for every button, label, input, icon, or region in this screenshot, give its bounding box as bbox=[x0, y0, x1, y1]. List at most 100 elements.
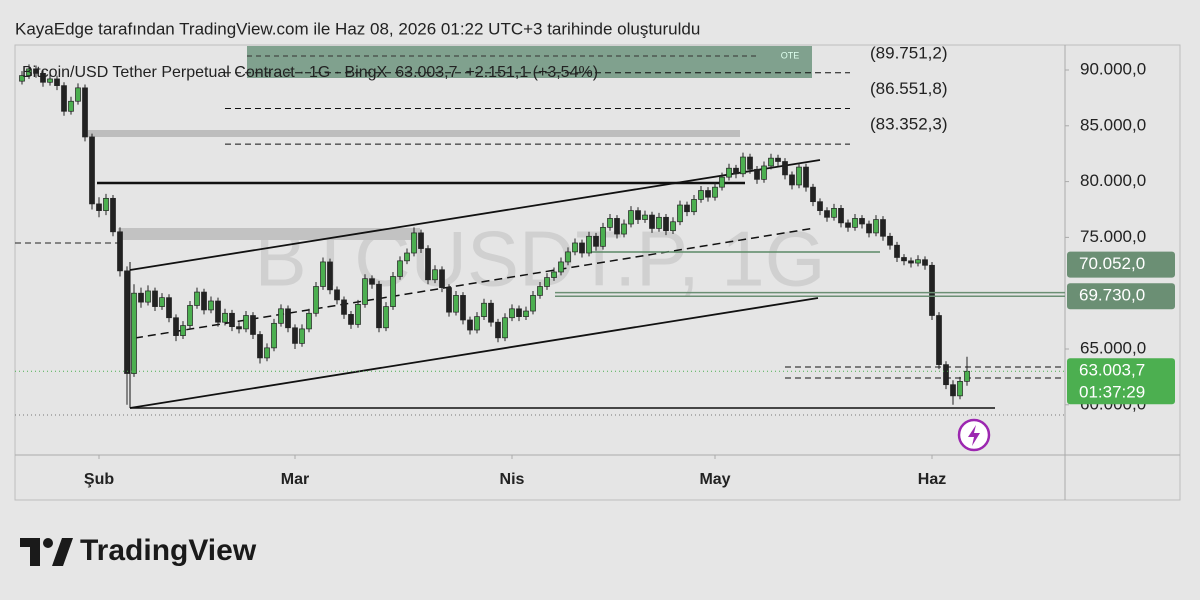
candle-body bbox=[670, 221, 676, 232]
channel-lower bbox=[129, 297, 819, 409]
candle-body bbox=[19, 75, 25, 82]
candle-body bbox=[642, 214, 648, 220]
candle-body bbox=[628, 210, 634, 225]
candle-body bbox=[89, 136, 95, 205]
candle-body bbox=[866, 223, 872, 234]
candles bbox=[15, 64, 1065, 405]
candle-body bbox=[117, 231, 123, 272]
candle-body bbox=[537, 286, 543, 296]
candle-body bbox=[894, 244, 900, 258]
candle-body bbox=[243, 315, 249, 330]
candle-body bbox=[614, 218, 620, 235]
candle-body bbox=[110, 197, 116, 233]
candle-body bbox=[901, 257, 907, 262]
candle-body bbox=[383, 306, 389, 329]
candle-body bbox=[803, 166, 809, 188]
candle-body bbox=[26, 68, 32, 76]
level-label: (83.352,3) bbox=[870, 115, 948, 134]
candle-body bbox=[33, 68, 39, 74]
candle-body bbox=[775, 157, 781, 162]
candle-body bbox=[810, 186, 816, 203]
candle-body bbox=[201, 291, 207, 311]
candle-body bbox=[236, 326, 242, 330]
candle-body bbox=[768, 157, 774, 167]
price-tag bbox=[1067, 251, 1175, 278]
candle-body bbox=[579, 242, 585, 254]
alert-bolt[interactable] bbox=[968, 425, 980, 446]
candle-body bbox=[831, 208, 837, 218]
candle-body bbox=[460, 295, 466, 321]
brand-logo: TradingView bbox=[20, 534, 257, 567]
candle-body bbox=[957, 380, 963, 397]
candle-body bbox=[250, 315, 256, 335]
zone-band bbox=[118, 228, 420, 240]
logo-shape bbox=[43, 538, 53, 548]
candle-body bbox=[782, 161, 788, 176]
candle-body bbox=[439, 269, 445, 288]
candle-body bbox=[565, 251, 571, 263]
symbol-legend: Bitcoin/USD Tether Perpetual Contract · … bbox=[22, 64, 598, 81]
candle-body bbox=[278, 308, 284, 324]
candle-body bbox=[257, 334, 263, 359]
change-value: +2.151,1 (+3,54%) bbox=[465, 64, 598, 81]
candle-body bbox=[516, 308, 522, 317]
candle-body bbox=[208, 300, 214, 311]
candle-body bbox=[551, 271, 557, 278]
candle-body bbox=[789, 174, 795, 186]
candle-body bbox=[936, 315, 942, 365]
candle-body bbox=[649, 214, 655, 229]
candle-body bbox=[334, 289, 340, 301]
candle-body bbox=[453, 295, 459, 313]
candle-body bbox=[166, 297, 172, 319]
channel-upper bbox=[129, 159, 821, 271]
candle-body bbox=[656, 216, 662, 229]
candle-body bbox=[82, 87, 88, 138]
candle-body bbox=[187, 305, 193, 326]
x-tick-label: Şub bbox=[84, 471, 114, 488]
candle-body bbox=[754, 168, 760, 180]
candle-body bbox=[558, 261, 564, 273]
candle-body bbox=[467, 319, 473, 331]
candle-body bbox=[40, 72, 46, 83]
level-label: (86.551,8) bbox=[870, 79, 948, 98]
zone-band bbox=[88, 130, 740, 137]
candle-body bbox=[663, 216, 669, 232]
candle-body bbox=[572, 242, 578, 253]
candle-body bbox=[404, 252, 410, 262]
snapshot-title: KayaEdge tarafından TradingView.com ile … bbox=[15, 19, 700, 38]
y-tick-label: 80.000,0 bbox=[1080, 171, 1146, 190]
candle-body bbox=[873, 219, 879, 234]
candle-body bbox=[341, 299, 347, 315]
channel-mid bbox=[134, 227, 816, 339]
candle-body bbox=[761, 165, 767, 180]
candle-body bbox=[271, 322, 277, 349]
candle-body bbox=[47, 78, 53, 83]
y-tick-label: 85.000,0 bbox=[1080, 115, 1146, 134]
alert-icon[interactable] bbox=[957, 418, 991, 452]
price-tag bbox=[1067, 283, 1175, 310]
candle-body bbox=[159, 297, 165, 307]
candle-body bbox=[838, 208, 844, 224]
candle-body bbox=[796, 166, 802, 186]
price-tag-label: 70.052,0 bbox=[1079, 254, 1145, 273]
candle-body bbox=[292, 327, 298, 344]
last-value: 63.003,7 bbox=[395, 64, 457, 81]
level-label: (89.751,2) bbox=[870, 43, 948, 62]
candle-body bbox=[929, 264, 935, 316]
candle-body bbox=[229, 312, 235, 328]
x-tick-label: Nis bbox=[500, 471, 525, 488]
candle-body bbox=[712, 186, 718, 198]
candle-body bbox=[481, 302, 487, 317]
candle-body bbox=[817, 201, 823, 211]
candle-body bbox=[355, 303, 361, 325]
candle-body bbox=[306, 312, 312, 330]
candle-body bbox=[530, 295, 536, 312]
price-tag-label: 69.730,0 bbox=[1079, 286, 1145, 305]
candle-body bbox=[607, 218, 613, 228]
candle-body bbox=[852, 218, 858, 228]
candle-body bbox=[698, 190, 704, 200]
candle-body bbox=[621, 223, 627, 235]
candle-body bbox=[509, 308, 515, 319]
candle-body bbox=[54, 78, 60, 86]
